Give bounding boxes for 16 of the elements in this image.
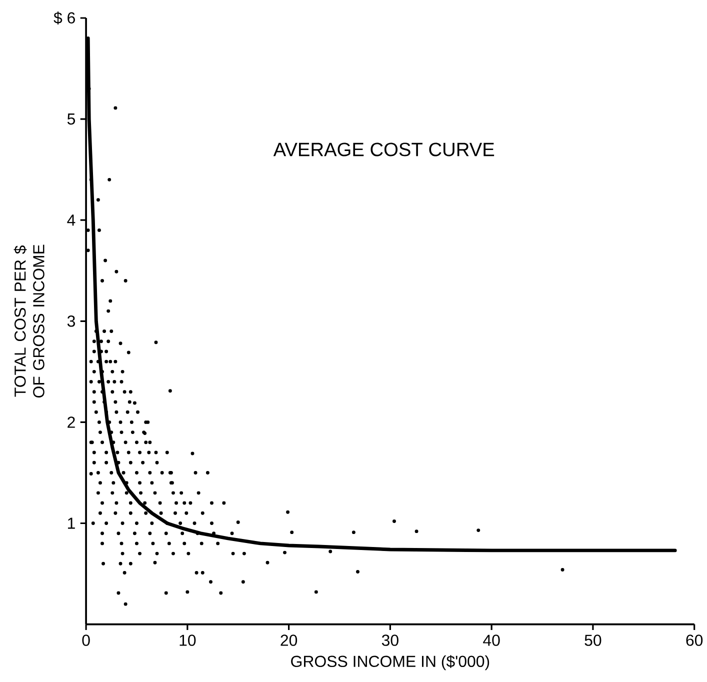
x-axis-title: GROSS INCOME IN ($'000) (291, 654, 490, 670)
x-tick-label: 10 (180, 634, 196, 646)
x-tick-label: 20 (280, 634, 298, 646)
y-tick-label: $ 6 (54, 11, 75, 24)
y-tick-label: 1 (68, 518, 75, 529)
y-tick-label: 4 (67, 214, 76, 226)
x-tick-label: 0 (82, 634, 90, 646)
text: AVERAGE COST CURVE (273, 142, 494, 156)
y-axis-title: TOTAL COST PER $ OF GROSS INCOME (14, 244, 44, 398)
y-tick-label: 5 (67, 113, 75, 124)
x-tick-label: 50 (584, 634, 602, 646)
y-tick-label: 2 (68, 416, 75, 428)
x-tick-label: 60 (686, 634, 703, 646)
x-tick-label: 30 (382, 634, 398, 646)
x-tick-label: 40 (483, 634, 500, 646)
y-tick-label: 3 (67, 315, 75, 327)
